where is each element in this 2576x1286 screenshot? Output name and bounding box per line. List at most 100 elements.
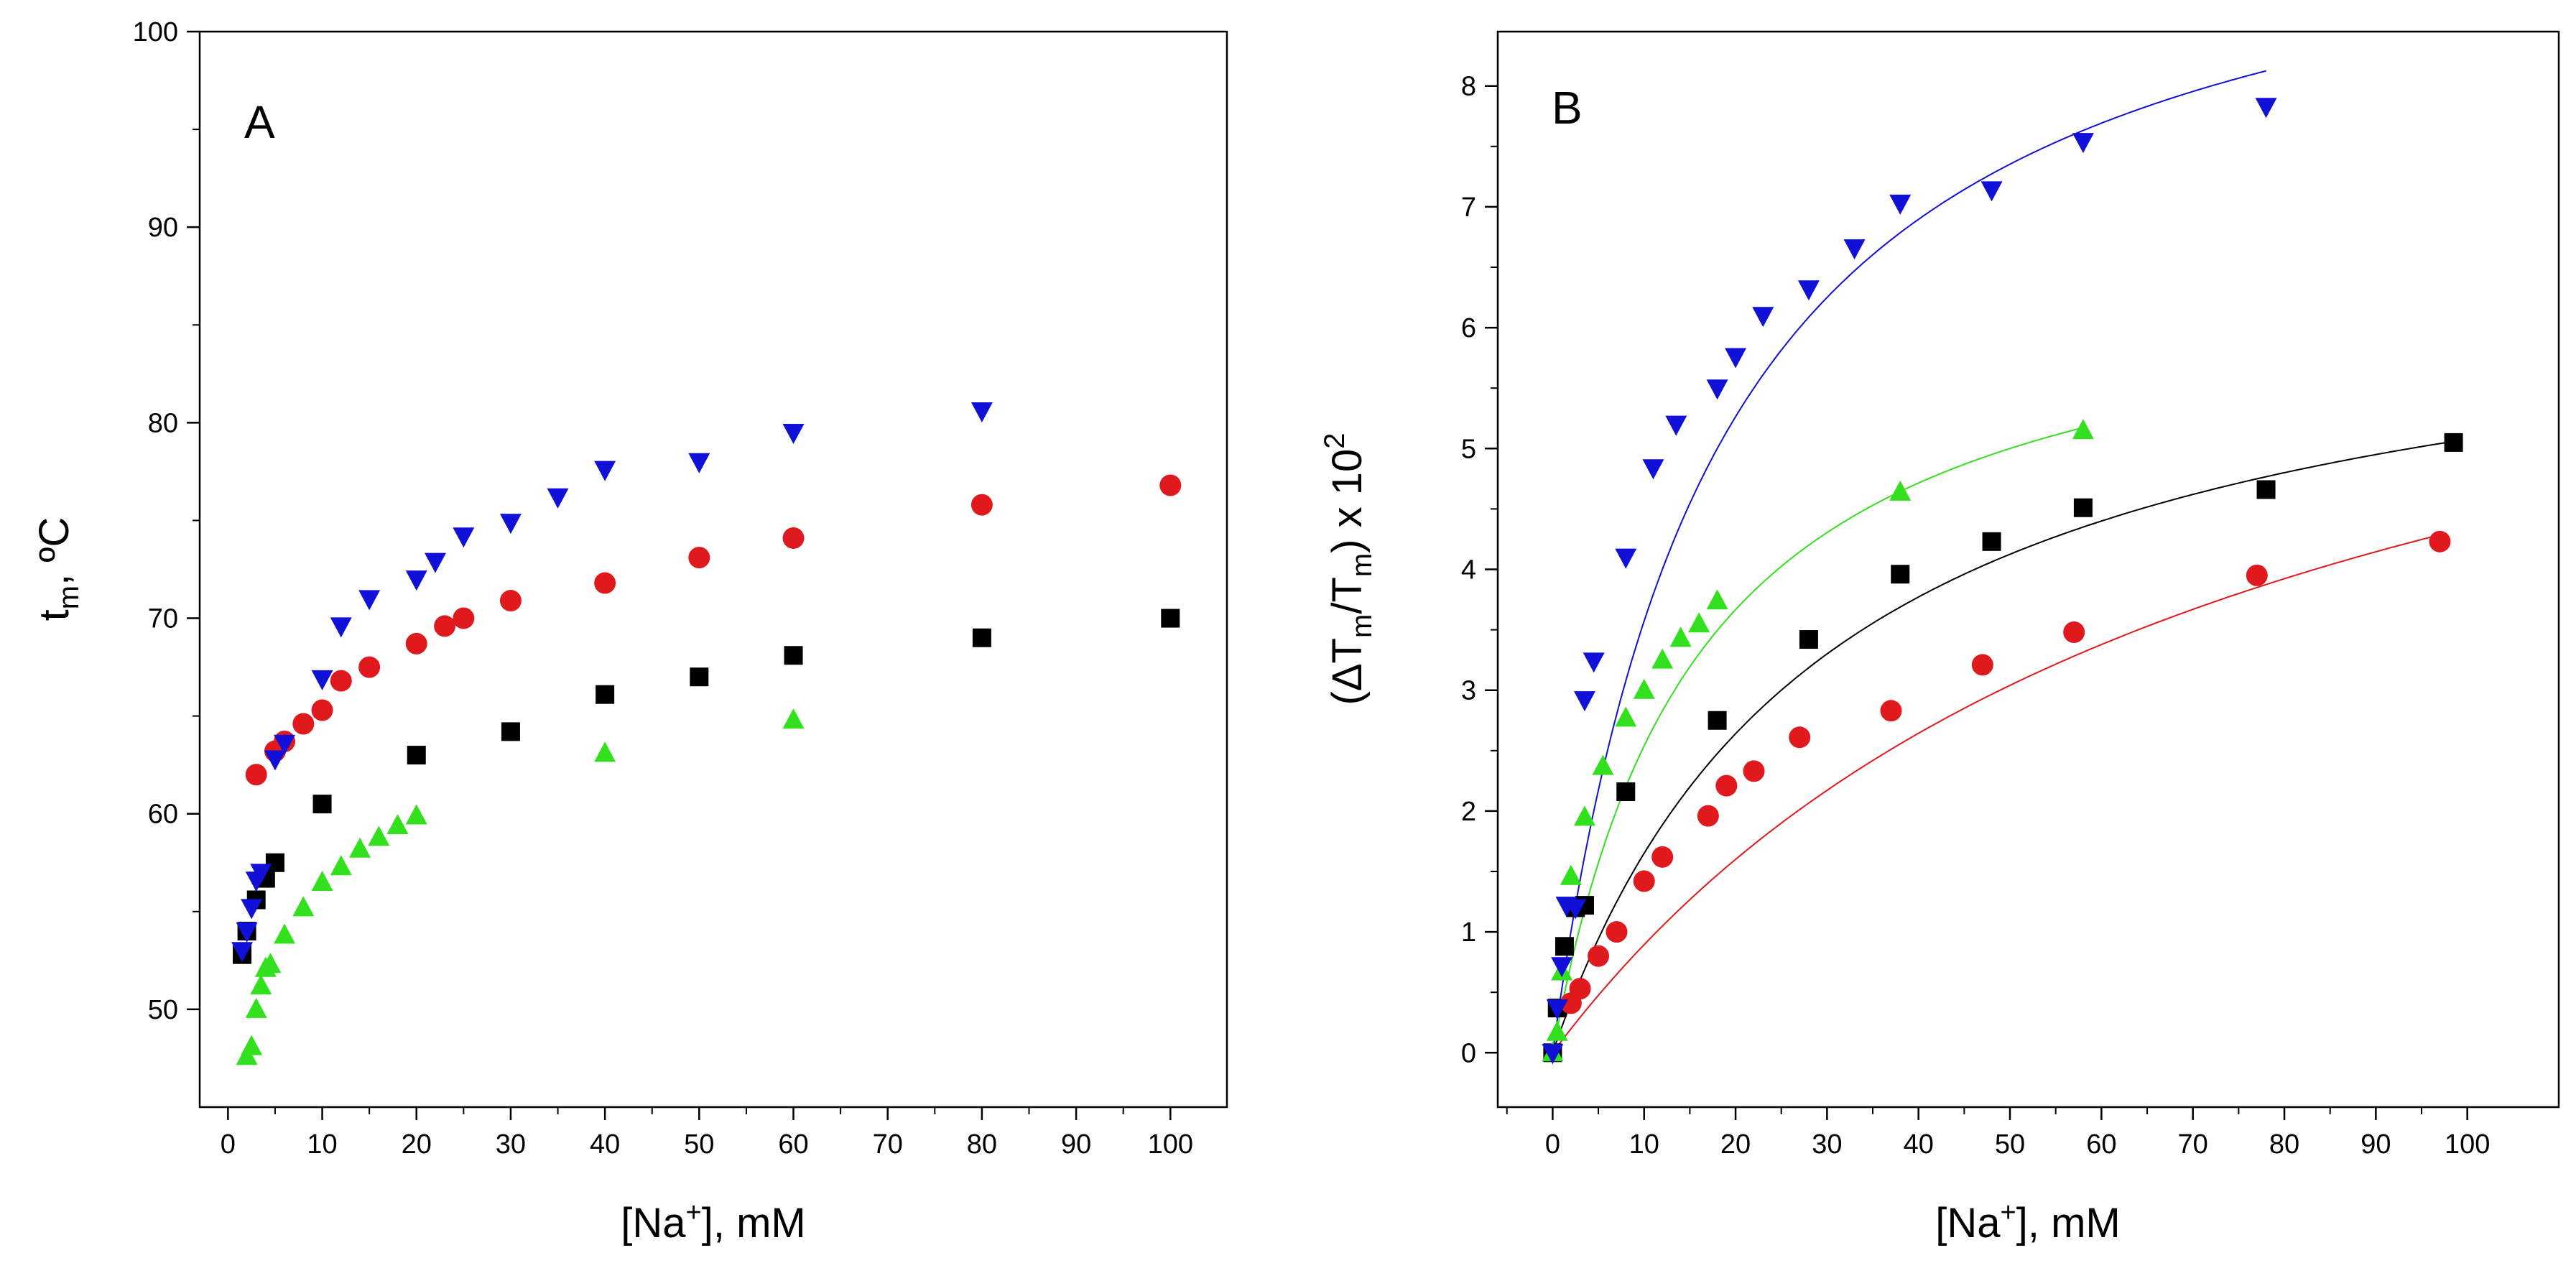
chart-a-y-ticks: 50 60 70 80 90 100 xyxy=(133,17,200,1025)
data-point xyxy=(1633,870,1655,892)
data-point xyxy=(1551,957,1573,978)
data-point xyxy=(970,402,993,423)
data-point xyxy=(1743,760,1765,782)
data-point xyxy=(405,632,427,654)
data-point xyxy=(1633,678,1655,699)
x-tick-label: 50 xyxy=(684,1129,714,1160)
series-green xyxy=(1542,419,2094,1062)
y-tick-label: 0 xyxy=(1461,1038,1476,1068)
x-tick-label: 40 xyxy=(590,1129,620,1160)
data-point xyxy=(358,656,381,678)
y-tick-label: 50 xyxy=(148,995,178,1025)
y-tick-label: 2 xyxy=(1461,797,1476,827)
data-point xyxy=(292,713,315,735)
y-tick-label: 8 xyxy=(1461,72,1476,102)
chart-a-panel-label: A xyxy=(244,96,275,148)
series-red xyxy=(245,474,1182,786)
data-point xyxy=(2444,432,2463,452)
x-tick-label: 60 xyxy=(2086,1129,2116,1160)
data-point xyxy=(250,864,272,884)
x-tick-label: 20 xyxy=(1720,1129,1751,1160)
y-tick-label: 5 xyxy=(1461,434,1476,464)
x-tick-label: 20 xyxy=(402,1129,432,1160)
data-point xyxy=(424,552,446,573)
data-point xyxy=(241,1035,263,1055)
series-black xyxy=(1543,432,2463,1063)
series-green xyxy=(236,708,805,1065)
data-point xyxy=(596,685,615,704)
data-point xyxy=(1588,945,1610,967)
data-point xyxy=(1889,194,1912,215)
data-point xyxy=(1560,864,1582,885)
data-point xyxy=(264,750,286,771)
x-tick-label: 70 xyxy=(873,1129,903,1160)
data-point xyxy=(236,922,258,943)
data-point xyxy=(330,670,352,692)
fit-curve-black xyxy=(1552,440,2454,1053)
data-point xyxy=(1573,805,1595,826)
data-point xyxy=(312,795,332,814)
data-point xyxy=(453,607,475,629)
data-point xyxy=(405,804,427,825)
data-point xyxy=(2255,98,2277,119)
data-point xyxy=(688,453,710,473)
data-point xyxy=(1542,1044,1564,1065)
y-tick-label: 60 xyxy=(148,800,178,830)
chart-b-y-ticks: 0 1 2 3 4 5 6 7 8 xyxy=(1461,72,1498,1068)
chart-a: 0 10 20 30 40 50 60 70 80 90 100 50 60 70 80 90 100 A [… xyxy=(31,17,1228,1246)
data-point xyxy=(2072,133,2094,154)
data-point xyxy=(1665,415,1687,436)
data-point xyxy=(1546,999,1568,1020)
data-point xyxy=(1797,280,1820,301)
data-point xyxy=(2246,564,2268,586)
series-blue xyxy=(1542,98,2277,1065)
x-tick-label: 70 xyxy=(2178,1129,2208,1160)
x-tick-label: 40 xyxy=(1904,1129,1934,1160)
chart-b-y-axis-title: (ΔTm/Tm) x 102 xyxy=(1319,432,1378,705)
x-tick-label: 80 xyxy=(967,1129,997,1160)
data-point xyxy=(245,997,267,1018)
chart-b-panel-label: B xyxy=(1552,82,1583,134)
data-point xyxy=(311,699,333,721)
data-point xyxy=(245,764,267,786)
data-point xyxy=(259,953,282,973)
series-red xyxy=(1560,530,2451,1014)
data-point xyxy=(499,514,522,535)
data-point xyxy=(358,590,381,611)
x-tick-label: 30 xyxy=(1812,1129,1842,1160)
data-point xyxy=(330,617,352,638)
data-point xyxy=(690,667,709,687)
data-point xyxy=(1708,711,1727,730)
data-point xyxy=(2429,530,2451,552)
data-point xyxy=(1843,239,1866,260)
data-point xyxy=(1752,307,1774,328)
data-point xyxy=(368,825,390,846)
data-point xyxy=(688,547,710,569)
data-point xyxy=(1706,589,1728,610)
data-point xyxy=(1688,612,1710,633)
x-tick-label: 0 xyxy=(221,1129,236,1160)
x-tick-label: 100 xyxy=(2445,1129,2490,1160)
data-point xyxy=(1715,774,1738,797)
data-point xyxy=(241,899,263,920)
data-point xyxy=(231,942,254,963)
data-point xyxy=(1583,652,1605,673)
data-point xyxy=(782,527,805,549)
data-point xyxy=(2063,621,2085,643)
data-point xyxy=(1606,921,1628,943)
y-tick-label: 7 xyxy=(1461,193,1476,223)
data-point xyxy=(330,855,352,876)
chart-a-x-ticks: 0 10 20 30 40 50 60 70 80 90 100 xyxy=(221,1107,1193,1160)
data-point xyxy=(594,461,616,481)
x-tick-label: 30 xyxy=(496,1129,526,1160)
data-point xyxy=(970,494,993,516)
data-point xyxy=(292,896,315,917)
data-point xyxy=(386,814,409,835)
data-point xyxy=(1616,782,1636,801)
x-tick-label: 100 xyxy=(1148,1129,1193,1160)
data-point xyxy=(1971,654,1993,676)
x-tick-label: 80 xyxy=(2269,1129,2299,1160)
chart-b-fit-curves xyxy=(1552,70,2454,1053)
data-point xyxy=(2072,419,2094,440)
